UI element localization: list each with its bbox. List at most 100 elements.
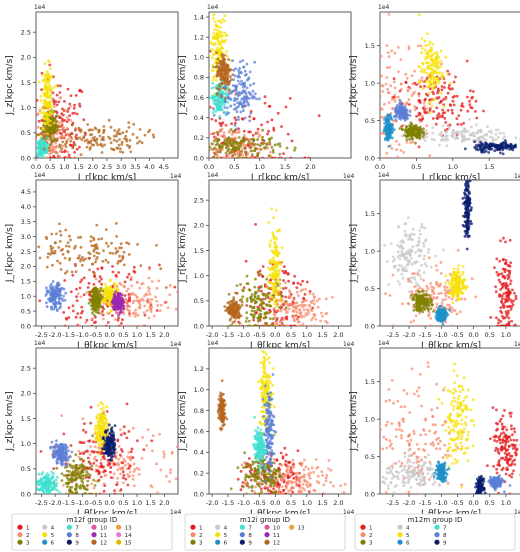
point-group-2 <box>298 311 302 315</box>
point-group-1 <box>68 102 72 106</box>
y-tick-label: 1.5 <box>194 247 204 255</box>
point-group-2 <box>65 155 69 158</box>
point-group-3 <box>250 309 254 313</box>
point-group-12 <box>214 65 218 69</box>
point-group-2 <box>152 314 156 318</box>
y-tick-label: 1.2 <box>194 33 204 41</box>
point-group-5 <box>43 107 47 111</box>
point-group-2 <box>282 308 286 311</box>
point-group-12 <box>88 256 92 260</box>
point-group-2 <box>380 120 382 124</box>
point-group-2 <box>310 318 313 322</box>
point-group-4 <box>440 134 443 138</box>
point-group-5 <box>218 0 221 2</box>
point-group-5 <box>275 301 278 305</box>
point-group-1 <box>443 111 447 114</box>
point-group-12 <box>49 244 53 248</box>
point-group-5 <box>439 65 442 68</box>
point-group-2 <box>383 102 386 106</box>
point-group-2 <box>36 137 38 140</box>
point-group-3 <box>414 141 417 145</box>
point-group-12 <box>136 243 139 246</box>
point-group-5 <box>41 111 45 114</box>
point-group-8 <box>243 73 247 77</box>
point-group-11 <box>117 313 120 317</box>
point-group-8 <box>241 59 245 62</box>
point-group-12 <box>37 245 41 249</box>
point-group-7 <box>206 86 209 89</box>
point-group-2 <box>46 156 50 158</box>
point-group-2 <box>440 301 444 305</box>
point-group-4 <box>450 134 454 138</box>
point-group-2 <box>296 320 300 324</box>
x-axis-label: J_r[kpc km/s] <box>77 173 136 183</box>
point-group-3 <box>245 311 249 314</box>
point-group-3 <box>285 146 289 150</box>
point-group-12 <box>108 137 112 141</box>
point-group-1 <box>469 89 472 93</box>
point-group-3 <box>243 146 247 150</box>
point-group-2 <box>159 303 163 307</box>
point-group-4 <box>393 264 397 268</box>
point-group-2 <box>306 309 310 312</box>
point-group-12 <box>119 242 123 246</box>
point-group-12 <box>232 298 236 302</box>
point-group-5 <box>421 62 425 66</box>
point-group-1 <box>436 117 440 120</box>
point-group-12 <box>96 143 100 147</box>
point-group-12 <box>69 135 73 139</box>
point-group-2 <box>315 299 319 303</box>
point-group-2 <box>380 74 384 78</box>
point-group-3 <box>418 135 422 139</box>
point-group-1 <box>55 111 59 115</box>
point-group-5 <box>108 288 112 292</box>
point-group-11 <box>115 296 119 300</box>
x-tick-label: 2.0 <box>159 331 169 339</box>
point-group-2 <box>380 156 382 158</box>
point-group-1 <box>454 75 457 79</box>
point-group-2 <box>129 324 133 326</box>
point-group-3 <box>233 153 237 156</box>
point-group-4 <box>402 241 405 245</box>
point-group-2 <box>411 140 415 144</box>
point-group-5 <box>274 279 278 283</box>
point-group-3 <box>94 299 98 303</box>
point-group-2 <box>62 125 65 129</box>
point-group-12 <box>57 125 61 129</box>
point-group-3 <box>271 148 275 152</box>
x-tick-label: 1.5 <box>484 163 494 171</box>
point-group-2 <box>69 105 72 108</box>
point-group-2 <box>132 299 136 303</box>
point-group-5 <box>223 14 227 17</box>
point-group-2 <box>113 318 117 321</box>
point-group-4 <box>417 240 420 244</box>
y-tick-label: 2.0 <box>21 263 31 271</box>
point-group-2 <box>48 152 52 156</box>
point-group-12 <box>51 263 54 267</box>
point-group-1 <box>68 114 71 118</box>
point-group-11 <box>117 305 121 308</box>
point-group-3 <box>271 317 275 321</box>
point-group-1 <box>254 223 257 226</box>
point-group-2 <box>124 324 128 326</box>
point-group-3 <box>94 289 97 292</box>
y-tick-label: 0.6 <box>194 94 204 102</box>
point-group-1 <box>93 321 96 324</box>
point-group-3 <box>213 146 216 150</box>
point-group-3 <box>278 142 282 146</box>
point-group-7 <box>215 103 219 107</box>
point-group-4 <box>440 131 443 134</box>
point-group-4 <box>491 138 495 142</box>
point-group-12 <box>95 251 99 255</box>
point-group-1 <box>443 86 446 89</box>
point-group-5 <box>214 59 218 63</box>
point-group-5 <box>274 297 278 300</box>
point-group-8 <box>402 111 406 114</box>
point-group-2 <box>395 148 398 152</box>
point-group-2 <box>374 107 377 110</box>
point-group-4 <box>462 128 466 132</box>
point-group-7 <box>36 146 38 149</box>
y-tick-label: 1.0 <box>194 272 204 280</box>
point-group-12 <box>115 235 118 238</box>
point-group-12 <box>229 75 232 78</box>
